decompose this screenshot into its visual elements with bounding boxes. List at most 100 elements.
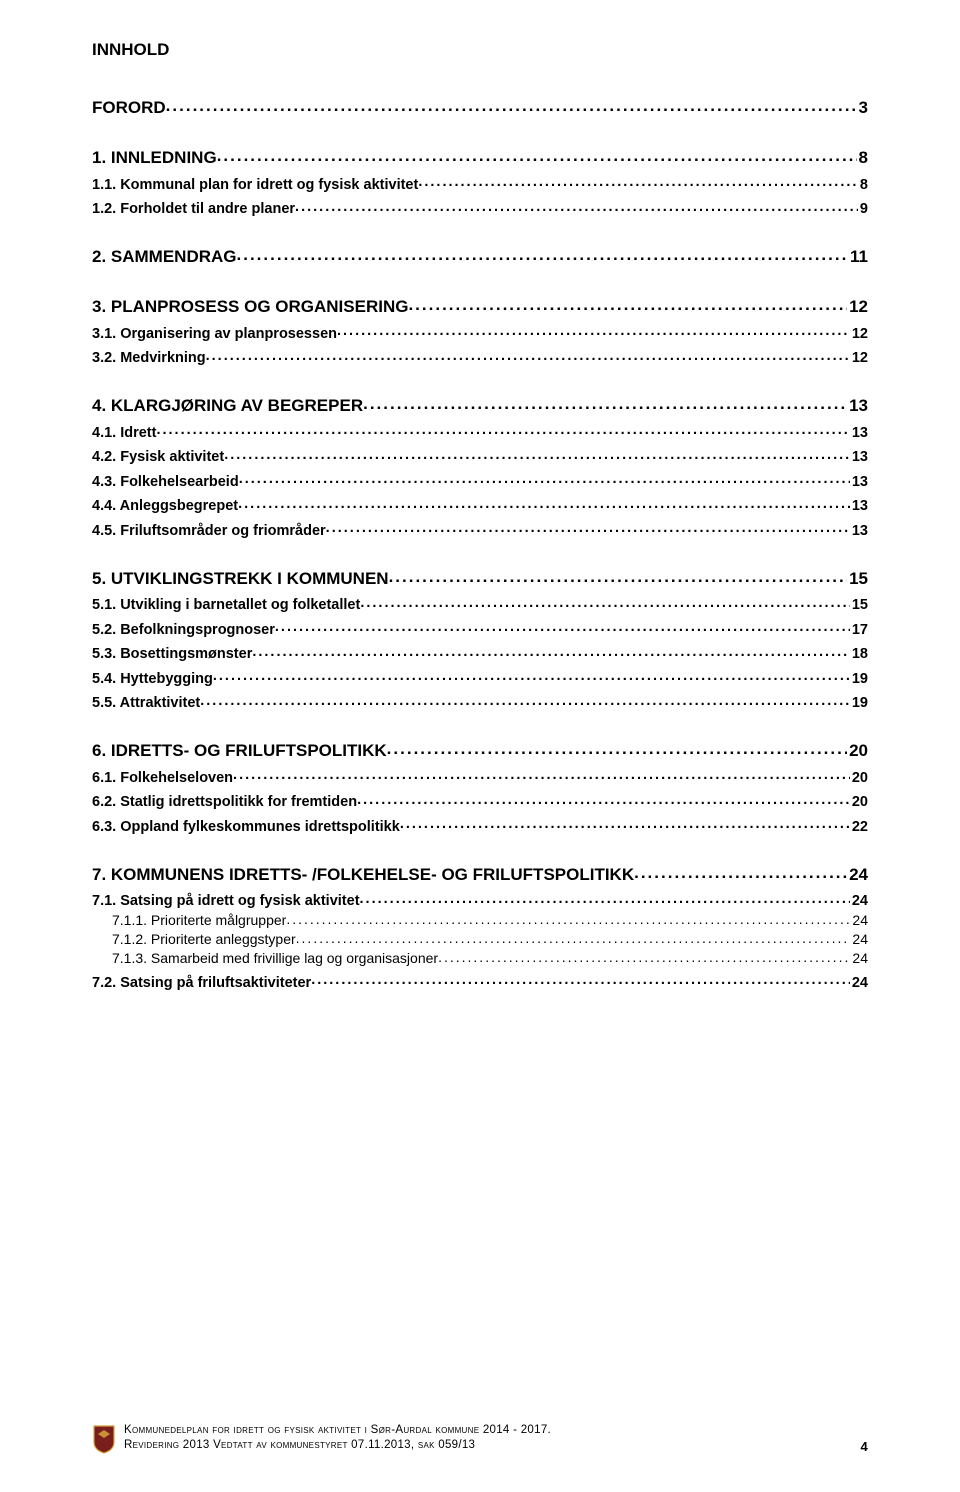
page-number: 4 [860, 1438, 868, 1456]
toc-leader-dots [360, 891, 850, 906]
toc-leader-dots [286, 911, 850, 925]
toc-entry-label: 7.1.3. Samarbeid med frivillige lag og o… [112, 950, 438, 966]
toc-entry-label: 6.2. Statlig idrettspolitikk for fremtid… [92, 794, 357, 810]
toc-entry-page: 24 [850, 975, 868, 991]
toc-entry-label: 7. KOMMUNENS IDRETTS- /FOLKEHELSE- OG FR… [92, 865, 634, 885]
toc-entry: 4. KLARGJØRING AV BEGREPER 13 [92, 394, 868, 416]
toc-entry-label: 4.2. Fysisk aktivitet [92, 449, 224, 465]
toc-leader-dots [275, 619, 850, 634]
toc-leader-dots [389, 567, 848, 584]
toc-entry: 3.1. Organisering av planprosessen12 [92, 323, 868, 342]
toc-entry-label: 7.2. Satsing på friluftsaktiviteter [92, 975, 311, 991]
toc-entry: 7. KOMMUNENS IDRETTS- /FOLKEHELSE- OG FR… [92, 863, 868, 885]
toc-entry-page: 22 [850, 819, 868, 835]
page-content: INNHOLD FORORD3 1. INNLEDNING 8 1.1. Kommun… [0, 0, 960, 991]
toc-leader-dots [224, 447, 850, 462]
toc-entry-page: 24 [847, 865, 868, 885]
toc-entry: 5. UTVIKLINGSTREKK I KOMMUNEN15 [92, 567, 868, 589]
toc-leader-dots [166, 96, 857, 113]
toc-entry: 4.3. Folkehelsearbeid 13 [92, 471, 868, 490]
toc-entry-page: 15 [850, 597, 868, 613]
toc-entry-label: 6.3. Oppland fylkeskommunes idrettspolit… [92, 819, 400, 835]
toc-entry-page: 13 [850, 498, 868, 514]
toc-entry-label: 6.1. Folkehelseloven [92, 770, 233, 786]
toc-entry: 7.2. Satsing på friluftsaktiviteter 24 [92, 972, 868, 991]
toc-entry: 5.5. Attraktivitet 19 [92, 693, 868, 712]
toc-entry-label: 4. KLARGJØRING AV BEGREPER [92, 396, 363, 416]
toc-leader-dots [295, 199, 858, 214]
toc-entry: 6.1. Folkehelseloven 20 [92, 767, 868, 786]
toc-leader-dots [206, 348, 850, 363]
toc-entry-label: 7.1. Satsing på idrett og fysisk aktivit… [92, 893, 360, 909]
toc-entry: FORORD3 [92, 96, 868, 118]
toc-entry-page: 19 [850, 671, 868, 687]
toc-entry-page: 8 [858, 177, 868, 193]
toc-leader-dots [217, 146, 857, 163]
toc-entry: 6.3. Oppland fylkeskommunes idrettspolit… [92, 816, 868, 835]
municipality-crest-icon [92, 1424, 116, 1454]
toc-leader-dots [326, 520, 850, 535]
toc-entry: 3. PLANPROSESS OG ORGANISERING12 [92, 295, 868, 317]
toc-leader-dots [357, 792, 850, 807]
toc-entry: 6.2. Statlig idrettspolitikk for fremtid… [92, 792, 868, 811]
toc-leader-dots [408, 295, 847, 312]
toc-entry: 5.1. Utvikling i barnetallet og folketal… [92, 595, 868, 614]
toc-entry: 7.1.3. Samarbeid med frivillige lag og o… [92, 949, 868, 966]
toc-leader-dots [239, 471, 850, 486]
toc-entry-label: 7.1.2. Prioriterte anleggstyper [112, 931, 296, 947]
toc-entry-page: 24 [850, 893, 868, 909]
toc-leader-dots [438, 949, 850, 963]
toc-entry: 5.2. Befolkningsprognoser 17 [92, 619, 868, 638]
page-title: INNHOLD [92, 40, 868, 60]
toc-entry-page: 20 [847, 741, 868, 761]
toc-entry-label: 7.1.1. Prioriterte målgrupper [112, 912, 286, 928]
toc-entry-label: 5.3. Bosettingsmønster [92, 646, 252, 662]
toc-entry-page: 20 [850, 770, 868, 786]
toc-entry-label: 5.4. Hyttebygging [92, 671, 213, 687]
toc-entry-page: 13 [850, 474, 868, 490]
toc-entry-label: FORORD [92, 98, 166, 118]
toc-leader-dots [337, 323, 850, 338]
toc-entry-label: 4.3. Folkehelsearbeid [92, 474, 239, 490]
toc-entry-label: 2. SAMMENDRAG [92, 247, 237, 267]
toc-entry-label: 1.1. Kommunal plan for idrett og fysisk … [92, 177, 418, 193]
table-of-contents: FORORD3 1. INNLEDNING 8 1.1. Kommunal plan … [92, 96, 868, 991]
footer-line-1: Kommunedelplan for idrett og fysisk akti… [124, 1423, 868, 1439]
toc-entry-label: 4.5. Friluftsområder og friområder [92, 523, 326, 539]
toc-entry-page: 13 [850, 523, 868, 539]
toc-entry-label: 5.2. Befolkningsprognoser [92, 622, 275, 638]
toc-entry-page: 9 [858, 201, 868, 217]
toc-leader-dots [400, 816, 850, 831]
toc-entry-page: 19 [850, 695, 868, 711]
toc-leader-dots [418, 174, 858, 189]
toc-entry-label: 3.2. Medvirkning [92, 350, 206, 366]
toc-entry-page: 18 [850, 646, 868, 662]
toc-entry-label: 5.1. Utvikling i barnetallet og folketal… [92, 597, 360, 613]
toc-entry-page: 12 [847, 297, 868, 317]
toc-entry-page: 13 [847, 396, 868, 416]
toc-leader-dots [252, 644, 850, 659]
toc-entry: 6. IDRETTS- OG FRILUFTSPOLITIKK 20 [92, 739, 868, 761]
toc-entry: 5.3. Bosettingsmønster 18 [92, 644, 868, 663]
toc-entry-label: 4.4. Anleggsbegrepet [92, 498, 238, 514]
toc-leader-dots [238, 496, 850, 511]
toc-entry-page: 13 [850, 449, 868, 465]
toc-entry-label: 1.2. Forholdet til andre planer [92, 201, 295, 217]
toc-entry-label: 5.5. Attraktivitet [92, 695, 200, 711]
toc-entry-page: 17 [850, 622, 868, 638]
toc-entry: 2. SAMMENDRAG11 [92, 245, 868, 267]
toc-entry: 7.1. Satsing på idrett og fysisk aktivit… [92, 891, 868, 910]
toc-entry: 1.2. Forholdet til andre planer 9 [92, 199, 868, 218]
toc-entry-label: 1. INNLEDNING [92, 148, 217, 168]
toc-entry-label: 6. IDRETTS- OG FRILUFTSPOLITIKK [92, 741, 387, 761]
toc-entry: 4.4. Anleggsbegrepet 13 [92, 496, 868, 515]
toc-leader-dots [311, 972, 850, 987]
toc-entry-page: 12 [850, 326, 868, 342]
toc-leader-dots [387, 739, 847, 756]
toc-entry-page: 24 [850, 912, 868, 928]
toc-leader-dots [296, 930, 851, 944]
toc-entry: 1.1. Kommunal plan for idrett og fysisk … [92, 174, 868, 193]
toc-entry-page: 13 [850, 425, 868, 441]
toc-leader-dots [200, 693, 850, 708]
toc-leader-dots [363, 394, 847, 411]
